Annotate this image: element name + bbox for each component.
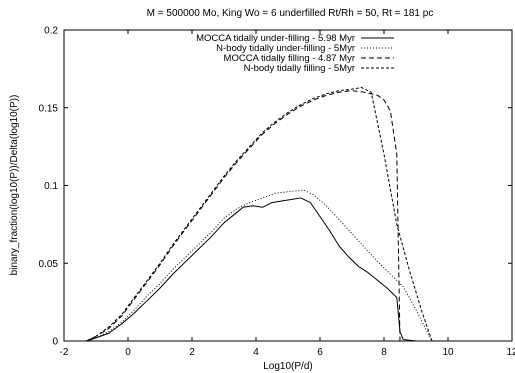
- y-tick-label: 0.2: [44, 26, 58, 37]
- series-layer: [86, 87, 496, 342]
- y-axis-label: binary_fraction(log10(P))/Delta(log10(P)…: [9, 95, 20, 276]
- series-line-1: [86, 197, 496, 342]
- y-axis-ticks: 0 0.05 0.1 0.15 0.2: [39, 26, 512, 348]
- x-tick-label: 2: [189, 347, 195, 358]
- x-tick-label: 6: [317, 347, 323, 358]
- legend-label-4: N-body tidally filling - 5Myr: [244, 63, 355, 74]
- x-tick-label: 10: [442, 347, 454, 358]
- x-tick-label: -2: [60, 347, 69, 358]
- chart-title: M = 500000 Mo, King Wo = 6 underfilled R…: [147, 8, 434, 19]
- y-tick-label: 0: [52, 337, 58, 348]
- x-tick-label: 0: [125, 347, 131, 358]
- series-line-2: [86, 189, 496, 342]
- legend: MOCCA tidally under-filling - 5.98 MyrN-…: [196, 33, 394, 74]
- x-tick-label: 8: [381, 347, 387, 358]
- y-tick-label: 0.1: [44, 181, 58, 192]
- y-tick-label: 0.05: [39, 259, 59, 270]
- x-tick-label: 4: [253, 347, 259, 358]
- plot-frame: [63, 29, 513, 342]
- x-axis-label: Log10(P/d): [263, 361, 312, 372]
- series-line-3: [86, 90, 496, 342]
- x-axis-ticks: -2 0 2 4 6 8 10 12: [60, 30, 515, 358]
- legend-label-1: MOCCA tidally under-filling - 5.98 Myr: [196, 33, 355, 44]
- legend-label-3: MOCCA tidally filling - 4.87 Myr: [224, 53, 355, 64]
- x-tick-label: 12: [506, 347, 515, 358]
- series-line-4: [86, 87, 496, 342]
- legend-label-2: N-body tidally under-filling - 5Myr: [216, 43, 355, 54]
- y-tick-label: 0.15: [39, 103, 59, 114]
